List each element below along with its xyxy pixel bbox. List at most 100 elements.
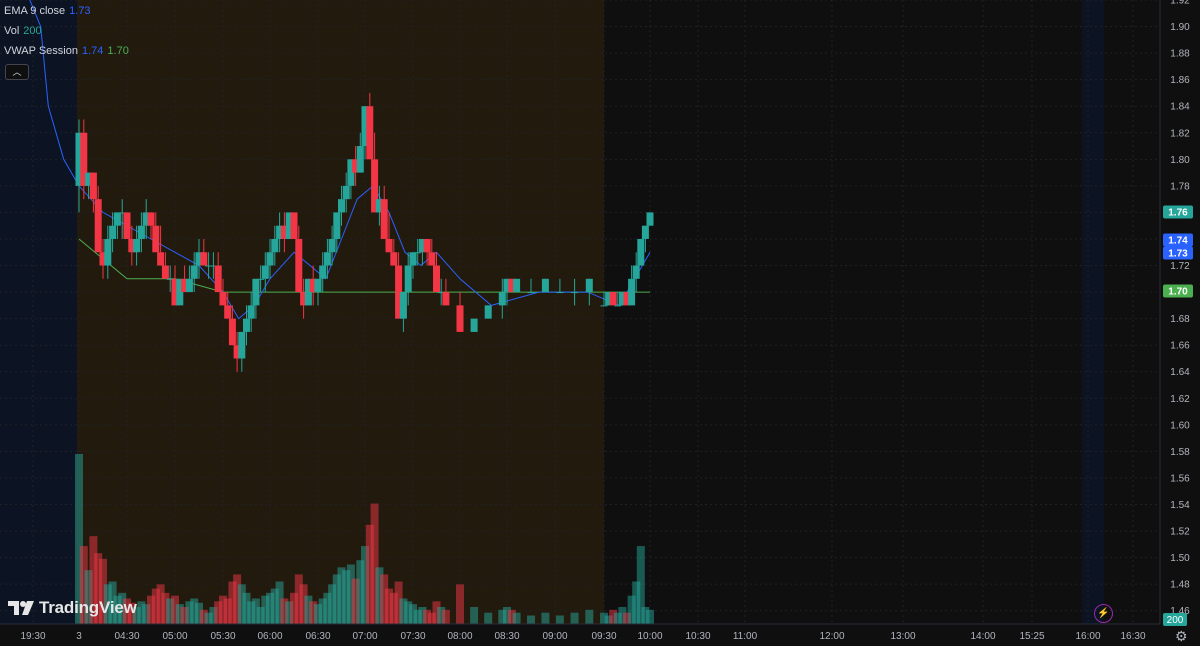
candle-body bbox=[200, 252, 208, 266]
candle-body bbox=[380, 199, 388, 239]
volume-bar bbox=[108, 581, 117, 624]
volume-bar bbox=[646, 609, 654, 624]
time-tick-label: 05:00 bbox=[162, 631, 187, 642]
price-label-bg bbox=[1163, 246, 1193, 260]
volume-bar bbox=[103, 584, 112, 624]
time-tick-label: 16:30 bbox=[1120, 631, 1145, 642]
candle-body bbox=[290, 212, 298, 239]
volume-bar bbox=[199, 609, 208, 624]
volume-label-bg bbox=[1163, 613, 1187, 626]
candle-body bbox=[399, 292, 407, 319]
price-label: 1.76 bbox=[1168, 208, 1188, 219]
volume-bar bbox=[632, 581, 641, 624]
candle-body bbox=[347, 159, 355, 186]
volume-bar bbox=[394, 581, 403, 624]
volume-bar bbox=[156, 584, 165, 624]
gear-icon[interactable]: ⚙ bbox=[1175, 628, 1188, 644]
volume-bar bbox=[627, 595, 636, 624]
volume-bar bbox=[409, 604, 417, 624]
time-tick-label: 05:30 bbox=[210, 631, 235, 642]
price-tick-label: 1.78 bbox=[1170, 181, 1190, 192]
ema-value: 1.73 bbox=[69, 5, 91, 17]
candle-body bbox=[418, 238, 426, 253]
candle-body bbox=[319, 265, 327, 279]
candle-body bbox=[123, 212, 131, 239]
vwap-legend[interactable]: VWAP Session 1.74 1.70 bbox=[4, 44, 133, 64]
price-tick-label: 1.66 bbox=[1170, 341, 1190, 352]
time-tick-label: 10:00 bbox=[637, 631, 662, 642]
candle-body bbox=[433, 265, 440, 293]
volume-bar bbox=[361, 546, 369, 624]
volume-bar bbox=[79, 546, 88, 624]
volume-bar bbox=[242, 592, 251, 624]
volume-bar bbox=[147, 595, 155, 624]
price-tick-label: 1.54 bbox=[1170, 500, 1190, 511]
volume-label: 200 bbox=[1167, 615, 1184, 626]
volume-bar bbox=[285, 601, 294, 624]
time-tick-label: 14:00 bbox=[970, 631, 995, 642]
volume-bar bbox=[99, 558, 107, 624]
volume-bar bbox=[441, 609, 450, 624]
volume-bar bbox=[385, 588, 393, 624]
candle-body bbox=[556, 292, 564, 294]
time-tick-label: 3 bbox=[76, 631, 82, 642]
volume-bar bbox=[418, 607, 427, 624]
volume-bar bbox=[604, 615, 613, 624]
candle-body bbox=[181, 278, 189, 293]
volume-bar bbox=[314, 604, 322, 624]
price-label-bg bbox=[1163, 284, 1193, 298]
candle-body bbox=[338, 199, 345, 213]
time-tick-label: 07:30 bbox=[400, 631, 425, 642]
volume-bar bbox=[337, 567, 346, 624]
candle-body bbox=[371, 159, 379, 213]
volume-bar bbox=[555, 615, 564, 624]
candle-body bbox=[304, 278, 312, 306]
candle-body bbox=[261, 265, 269, 279]
candle-body bbox=[214, 265, 222, 293]
candle-body bbox=[80, 132, 88, 186]
volume-bar bbox=[171, 595, 179, 624]
vwap-value-2: 1.70 bbox=[107, 45, 129, 57]
candle-body bbox=[571, 292, 579, 294]
volume-bar bbox=[233, 574, 242, 624]
candle-body bbox=[356, 146, 364, 173]
volume-bar bbox=[570, 612, 579, 624]
candle-body bbox=[266, 252, 274, 266]
time-axis bbox=[0, 624, 1200, 646]
candle-body bbox=[342, 185, 350, 200]
price-tick-label: 1.86 bbox=[1170, 75, 1190, 86]
volume-bar bbox=[280, 598, 289, 624]
brand-name: TradingView bbox=[39, 598, 137, 617]
candle-body bbox=[243, 318, 250, 332]
candle-body bbox=[375, 199, 383, 213]
volume-legend[interactable]: Vol 200 bbox=[4, 24, 133, 44]
volume-bar bbox=[219, 595, 227, 624]
volume-bar bbox=[318, 598, 327, 624]
candle-body bbox=[195, 252, 203, 266]
candle-body bbox=[646, 212, 654, 226]
candle-body bbox=[247, 305, 255, 319]
volume-bar bbox=[512, 612, 521, 624]
vwap-value-1: 1.74 bbox=[81, 45, 104, 57]
lightning-icon[interactable]: ⚡ bbox=[1094, 604, 1113, 623]
price-tick-label: 1.72 bbox=[1170, 261, 1190, 272]
price-tick-label: 1.68 bbox=[1170, 314, 1190, 325]
prior-session-shade bbox=[0, 0, 77, 624]
volume-bar bbox=[351, 578, 360, 624]
volume-bar bbox=[527, 615, 535, 624]
chevron-up-icon[interactable]: ︿ bbox=[5, 64, 29, 80]
ema-legend[interactable]: EMA 9 close 1.73 bbox=[4, 4, 133, 24]
volume-bar bbox=[618, 607, 627, 624]
volume-bar bbox=[251, 598, 260, 624]
price-tick-label: 1.62 bbox=[1170, 394, 1190, 405]
candle-body bbox=[600, 305, 608, 307]
time-tick-label: 12:00 bbox=[819, 631, 844, 642]
ema-line-prior bbox=[29, 0, 80, 187]
postmarket-shade bbox=[1082, 0, 1104, 624]
candle-body bbox=[157, 252, 165, 266]
price-label: 1.70 bbox=[1168, 287, 1188, 298]
volume-bar bbox=[623, 612, 631, 624]
price-label: 1.74 bbox=[1168, 236, 1188, 247]
tradingview-logo[interactable]: TradingView bbox=[8, 598, 137, 618]
